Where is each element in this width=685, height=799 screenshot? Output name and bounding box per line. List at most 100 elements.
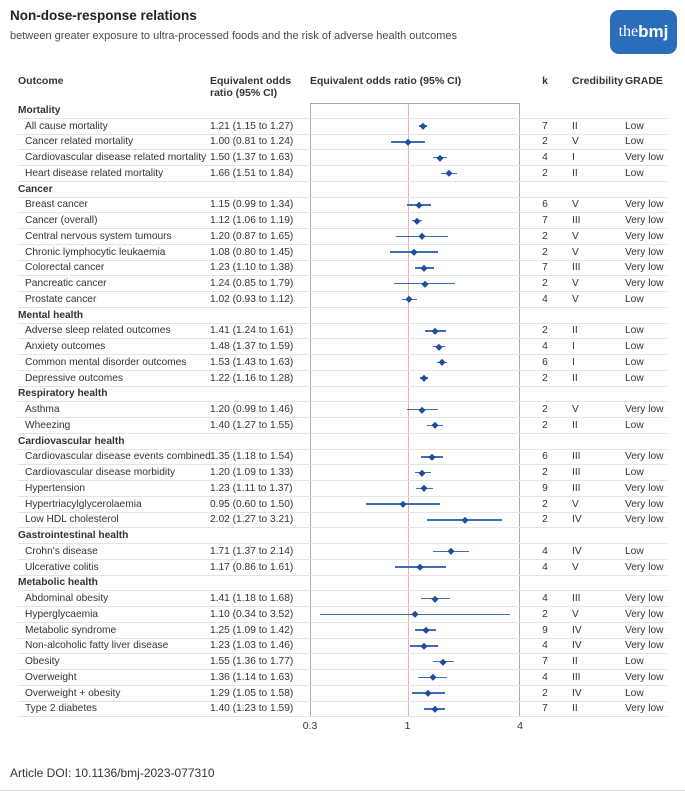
grade-cell: Very low — [625, 482, 664, 494]
section-label: Cardiovascular health — [18, 435, 125, 447]
or-value-cell: 1.00 (0.81 to 1.24) — [210, 136, 294, 148]
credibility-cell: IV — [572, 545, 582, 557]
outcome-label: Hyperglycaemia — [25, 608, 99, 620]
plot-cell — [310, 308, 520, 323]
point-estimate-marker — [405, 296, 413, 303]
outcome-label: Cardiovascular disease morbidity — [25, 467, 176, 479]
plot-cell — [310, 654, 520, 669]
plot-cell — [310, 450, 520, 465]
or-value-cell: 0.95 (0.60 to 1.50) — [210, 498, 294, 510]
credibility-cell: V — [572, 199, 579, 211]
outcome-label: Type 2 diabetes — [25, 703, 97, 715]
point-estimate-marker — [421, 264, 428, 272]
grade-cell: Very low — [625, 608, 664, 620]
credibility-cell: III — [572, 467, 581, 479]
point-estimate-marker — [425, 689, 432, 697]
k-cell: 4 — [542, 671, 548, 683]
point-estimate-marker — [419, 122, 427, 130]
credibility-cell: V — [572, 278, 579, 290]
point-estimate-marker — [439, 658, 447, 665]
section-row: Mortality — [18, 103, 667, 119]
outcome-label: Anxiety outcomes — [25, 341, 106, 353]
k-cell: 4 — [542, 640, 548, 652]
or-value-cell: 1.66 (1.51 to 1.84) — [210, 167, 294, 179]
k-cell: 2 — [542, 687, 548, 699]
or-value-cell: 1.48 (1.37 to 1.59) — [210, 341, 294, 353]
credibility-cell: II — [572, 372, 578, 384]
point-estimate-marker — [421, 485, 428, 492]
plot-cell — [310, 229, 520, 244]
section-row: Gastrointestinal health — [18, 528, 667, 544]
or-value-cell: 1.40 (1.23 to 1.59) — [210, 703, 294, 715]
or-value-cell: 1.20 (0.87 to 1.65) — [210, 230, 294, 242]
outcome-row: Heart disease related mortality 1.66 (1.5… — [18, 166, 667, 182]
outcome-row: All cause mortality 1.21 (1.15 to 1.27) 7 I… — [18, 119, 667, 135]
outcome-label: Common mental disorder outcomes — [25, 356, 187, 368]
k-cell: 2 — [542, 419, 548, 431]
or-value-cell: 1.25 (1.09 to 1.42) — [210, 624, 294, 636]
col-header-outcome: Outcome — [18, 75, 64, 87]
outcome-row: Common mental disorder outcomes 1.53 (1.4… — [18, 355, 667, 371]
point-estimate-marker — [422, 626, 429, 634]
or-value-cell: 1.02 (0.93 to 1.12) — [210, 293, 294, 305]
or-value-cell: 1.21 (1.15 to 1.27) — [210, 120, 294, 132]
col-header-credibility: Credibility — [572, 75, 624, 87]
grade-cell: Very low — [625, 152, 664, 164]
point-estimate-marker — [437, 154, 444, 161]
credibility-cell: IV — [572, 624, 582, 636]
plot-cell — [310, 465, 520, 480]
k-cell: 4 — [542, 293, 548, 305]
k-cell: 2 — [542, 230, 548, 242]
credibility-cell: I — [572, 152, 575, 164]
bmj-logo-bmj: bmj — [638, 22, 669, 41]
plot-cell — [310, 292, 520, 307]
outcome-row: Abdominal obesity 1.41 (1.18 to 1.68) 4 III… — [18, 591, 667, 607]
outcome-label: Hypertension — [25, 482, 86, 494]
plot-cell — [310, 150, 520, 165]
col-header-odds-ratio: Equivalent odds ratio (95% CI) — [210, 75, 310, 103]
grade-cell: Very low — [625, 451, 664, 463]
plot-cell — [310, 702, 520, 717]
or-value-cell: 1.50 (1.37 to 1.63) — [210, 152, 294, 164]
k-cell: 2 — [542, 167, 548, 179]
credibility-cell: III — [572, 215, 581, 227]
grade-cell: Very low — [625, 262, 664, 274]
point-estimate-marker — [419, 406, 426, 413]
outcome-row: Crohn's disease 1.71 (1.37 to 2.14) 4 IV Low — [18, 544, 667, 560]
credibility-cell: II — [572, 325, 578, 337]
point-estimate-marker — [421, 280, 429, 287]
outcome-row: Cancer related mortality 1.00 (0.81 to 1.… — [18, 135, 667, 151]
credibility-cell: III — [572, 593, 581, 605]
grade-cell: Very low — [625, 624, 664, 636]
grade-cell: Very low — [625, 215, 664, 227]
outcome-row: Cardiovascular disease events combined 1.… — [18, 450, 667, 466]
outcome-label: Depressive outcomes — [25, 372, 123, 384]
section-row: Cardiovascular health — [18, 434, 667, 450]
outcome-row: Chronic lymphocytic leukaemia 1.08 (0.80 … — [18, 245, 667, 261]
outcome-row: Non-alcoholic fatty liver disease 1.23 (1… — [18, 639, 667, 655]
credibility-cell: V — [572, 404, 579, 416]
or-value-cell: 1.53 (1.43 to 1.63) — [210, 356, 294, 368]
credibility-cell: V — [572, 246, 579, 258]
outcome-row: Cardiovascular disease morbidity 1.20 (1.… — [18, 465, 667, 481]
credibility-cell: II — [572, 419, 578, 431]
plot-cell — [310, 607, 520, 622]
or-value-cell: 1.20 (0.99 to 1.46) — [210, 404, 294, 416]
or-value-cell: 1.10 (0.34 to 3.52) — [210, 608, 294, 620]
credibility-cell: II — [572, 120, 578, 132]
outcome-row: Wheezing 1.40 (1.27 to 1.55) 2 II Low — [18, 418, 667, 434]
plot-cell — [310, 182, 520, 197]
outcome-row: Hypertension 1.23 (1.11 to 1.37) 9 III Very … — [18, 481, 667, 497]
outcome-label: Abdominal obesity — [25, 593, 109, 605]
section-label: Gastrointestinal health — [18, 530, 129, 542]
section-row: Metabolic health — [18, 576, 667, 592]
or-value-cell: 1.36 (1.14 to 1.63) — [210, 671, 294, 683]
plot-cell — [310, 544, 520, 559]
credibility-cell: V — [572, 293, 579, 305]
grade-cell: Low — [625, 167, 644, 179]
section-label: Respiratory health — [18, 388, 108, 400]
or-value-cell: 1.24 (0.85 to 1.79) — [210, 278, 294, 290]
outcome-label: Wheezing — [25, 419, 71, 431]
plot-cell — [310, 371, 520, 386]
plot-cell — [310, 198, 520, 213]
